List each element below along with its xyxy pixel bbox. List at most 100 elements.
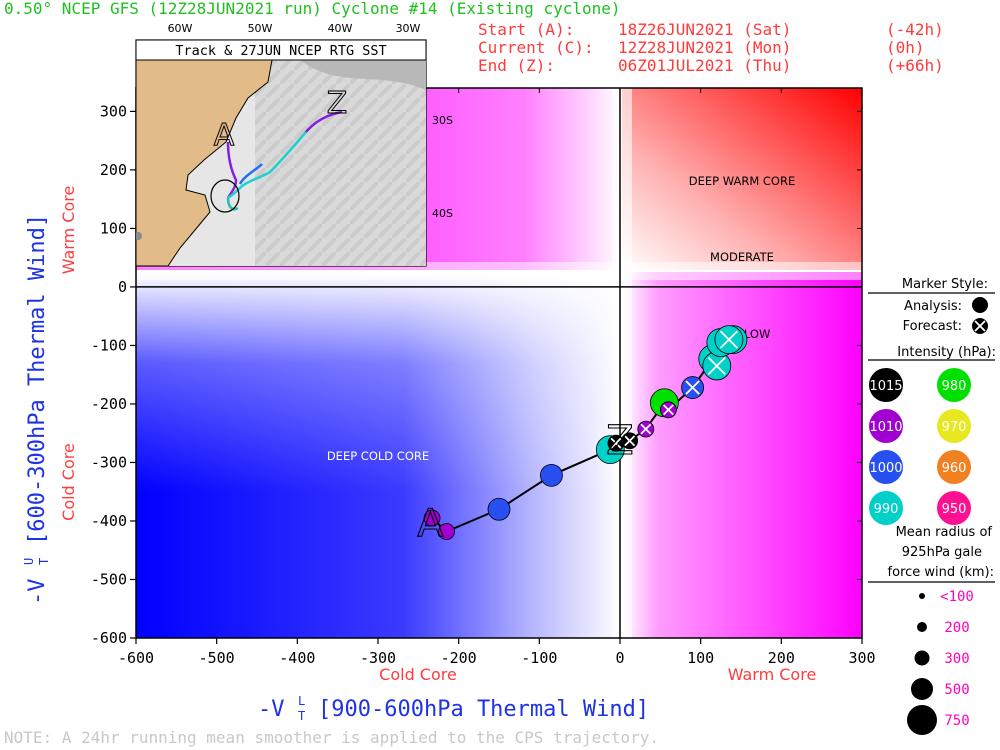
y-axis-title-main: -V	[25, 579, 50, 606]
x-tick-label: 100	[687, 649, 714, 667]
legend-intensity-swatches: 1015 980 1010 970 1000 960 990 950	[869, 368, 971, 525]
forecast-marker	[621, 432, 639, 450]
footer-note: NOTE: A 24hr running mean smoother is ap…	[4, 728, 659, 747]
legend-radius-3: 500	[911, 678, 970, 700]
y-cold-core-label: Cold Core	[59, 443, 78, 521]
y-tick-label: -600	[91, 629, 127, 647]
start-offset: (-42h)	[886, 20, 944, 39]
svg-text:300: 300	[944, 651, 969, 667]
x-cold-core-label: Cold Core	[379, 665, 457, 684]
inset-lat-40s: 40S	[432, 207, 453, 220]
x-tick-label: -400	[279, 649, 315, 667]
x-tick-label: -200	[441, 649, 477, 667]
svg-text:<100: <100	[940, 589, 974, 605]
y-tick-label: -500	[91, 570, 127, 588]
y-axis-title-rest: [600-300hPa Thermal Wind]	[25, 214, 50, 545]
inset-track-cyan	[227, 131, 307, 200]
inset-track-map: A Z Track & 27JUN NCEP RTG SST 60W 50W 4…	[135, 22, 453, 267]
svg-text:200: 200	[944, 620, 969, 636]
y-axis-title-super: U	[22, 558, 36, 565]
x-axis-title-super: L	[298, 694, 305, 708]
inset-current-circle	[210, 179, 240, 213]
inset-track-current	[226, 197, 239, 211]
legend: Marker Style: Analysis: Forecast: Intens…	[868, 277, 996, 735]
background-regions	[136, 88, 862, 638]
svg-text:500: 500	[944, 682, 969, 698]
y-tick-label: -400	[91, 512, 127, 530]
analysis-marker	[540, 463, 563, 487]
svg-text:970: 970	[942, 420, 967, 435]
legend-forecast-marker	[972, 318, 988, 334]
y-tick-label: 200	[100, 161, 127, 179]
x-axis-title-rest: [900-600hPa Thermal Wind]	[318, 697, 649, 722]
y-axis-title: -V U T [600-300hPa Thermal Wind]	[22, 214, 51, 605]
analysis-marker	[438, 523, 455, 540]
inset-sst-warm	[300, 60, 426, 90]
forecast-marker	[637, 420, 655, 438]
analysis-marker	[487, 497, 511, 521]
current-label: Current (C):	[478, 38, 594, 57]
end-offset: (+66h)	[886, 56, 944, 75]
analysis-marker	[423, 509, 441, 527]
legend-intensity-1015: 1015	[869, 368, 903, 402]
inset-land-south-america	[136, 60, 273, 266]
svg-text:1000: 1000	[869, 461, 902, 476]
svg-text:750: 750	[944, 713, 969, 729]
legend-intensity-1010: 1010	[869, 409, 903, 443]
inset-title-bar	[135, 39, 427, 61]
inset-track-purple-end	[305, 110, 343, 133]
inset-lon-50w: 50W	[248, 22, 273, 35]
region-label-deep-warm: DEEP WARM CORE	[689, 174, 796, 188]
x-warm-core-label: Warm Core	[728, 665, 817, 684]
zero-band-vertical	[612, 88, 632, 638]
x-axis-title-main: -V	[258, 697, 285, 722]
legend-intensity-970: 970	[937, 409, 971, 443]
inset-land-dot	[136, 232, 142, 240]
legend-intensity-990: 990	[869, 491, 903, 525]
header-time-rows: Start (A): 18Z26JUN2021 (Sat) (-42h) Cur…	[478, 20, 944, 75]
y-tick-label: -300	[91, 453, 127, 471]
x-tick-label: 300	[848, 649, 875, 667]
start-label: Start (A):	[478, 20, 574, 39]
x-tick-label: -100	[521, 649, 557, 667]
legend-intensity-980: 980	[937, 368, 971, 402]
y-tick-label: 100	[100, 219, 127, 237]
chart-title: 0.50° NCEP GFS (12Z28JUN2021 run) Cyclon…	[4, 0, 621, 18]
forecast-marker	[660, 401, 677, 419]
start-marker-A: A	[417, 501, 443, 545]
x-axis-title: -V L T [900-600hPa Thermal Wind]	[258, 694, 649, 723]
region-label-moderate: MODERATE	[710, 250, 774, 264]
current-offset: (0h)	[886, 38, 925, 57]
current-time: 12Z28JUN2021 (Mon)	[618, 38, 791, 57]
legend-radius-title-1: Mean radius of	[896, 525, 993, 540]
end-marker-Z: Z	[606, 418, 633, 464]
deep-warm-region	[622, 88, 862, 270]
forecast-marker	[714, 325, 744, 354]
x-tick-label: -500	[199, 649, 235, 667]
inset-track-purple	[226, 141, 238, 199]
svg-text:950: 950	[942, 502, 967, 517]
inset-sst-shading	[255, 60, 426, 266]
inset-lon-40w: 40W	[328, 22, 353, 35]
legend-marker-title: Marker Style:	[902, 277, 988, 292]
y-tick-label: -100	[91, 336, 127, 354]
legend-radius-title-2: 925hPa gale	[902, 545, 982, 560]
inset-track-blue	[238, 163, 263, 185]
inset-lon-30w: 30W	[396, 22, 421, 35]
cps-trajectory: AZ	[417, 325, 748, 545]
svg-text:1010: 1010	[869, 420, 902, 435]
legend-forecast-label: Forecast:	[903, 319, 962, 334]
end-label: End (Z):	[478, 56, 555, 75]
x-tick-label: 0	[615, 649, 624, 667]
legend-radius-0: <100	[919, 589, 974, 605]
svg-text:980: 980	[942, 379, 967, 394]
end-time: 06Z01JUL2021 (Thu)	[618, 56, 791, 75]
legend-intensity-title: Intensity (hPa):	[897, 345, 996, 360]
y-warm-core-label: Warm Core	[59, 186, 78, 275]
legend-intensity-1000: 1000	[869, 450, 903, 484]
x-tick-label: -300	[360, 649, 396, 667]
legend-analysis-label: Analysis:	[904, 299, 962, 314]
legend-radius-2: 300	[914, 650, 970, 667]
